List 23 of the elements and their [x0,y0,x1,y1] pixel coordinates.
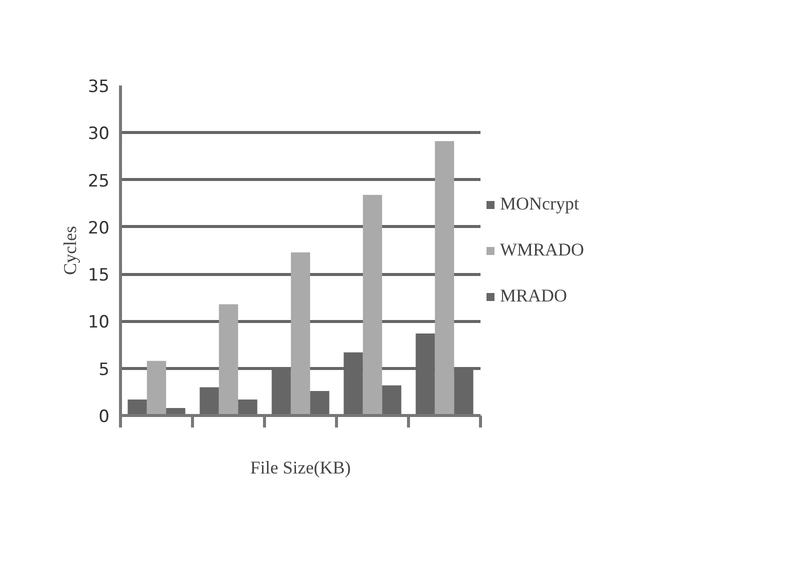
bar [218,304,238,416]
y-tick-label: 20 [88,218,110,238]
bar [200,387,219,416]
bar [128,399,147,416]
x-axis-title: File Size(KB) [250,458,351,478]
y-tick-label: 5 [98,360,110,380]
y-tick-label: 25 [88,171,110,192]
bar [290,252,310,416]
bar [146,360,166,416]
legend-label: MRADO [500,286,568,306]
bar [238,399,258,416]
y-tick-label: 35 [88,77,110,97]
legend-label: WMRADO [500,240,584,260]
y-tick-label: 15 [88,266,110,286]
bar [310,390,330,416]
y-axis-title: Cycles [60,226,80,275]
y-tick-label: 10 [88,312,110,333]
y-tick-label: 0 [98,407,110,427]
bar [382,385,402,416]
bar [362,194,382,416]
y-tick-label: 30 [88,124,110,144]
legend-label: MONcrypt [500,194,579,214]
bar [434,141,454,416]
